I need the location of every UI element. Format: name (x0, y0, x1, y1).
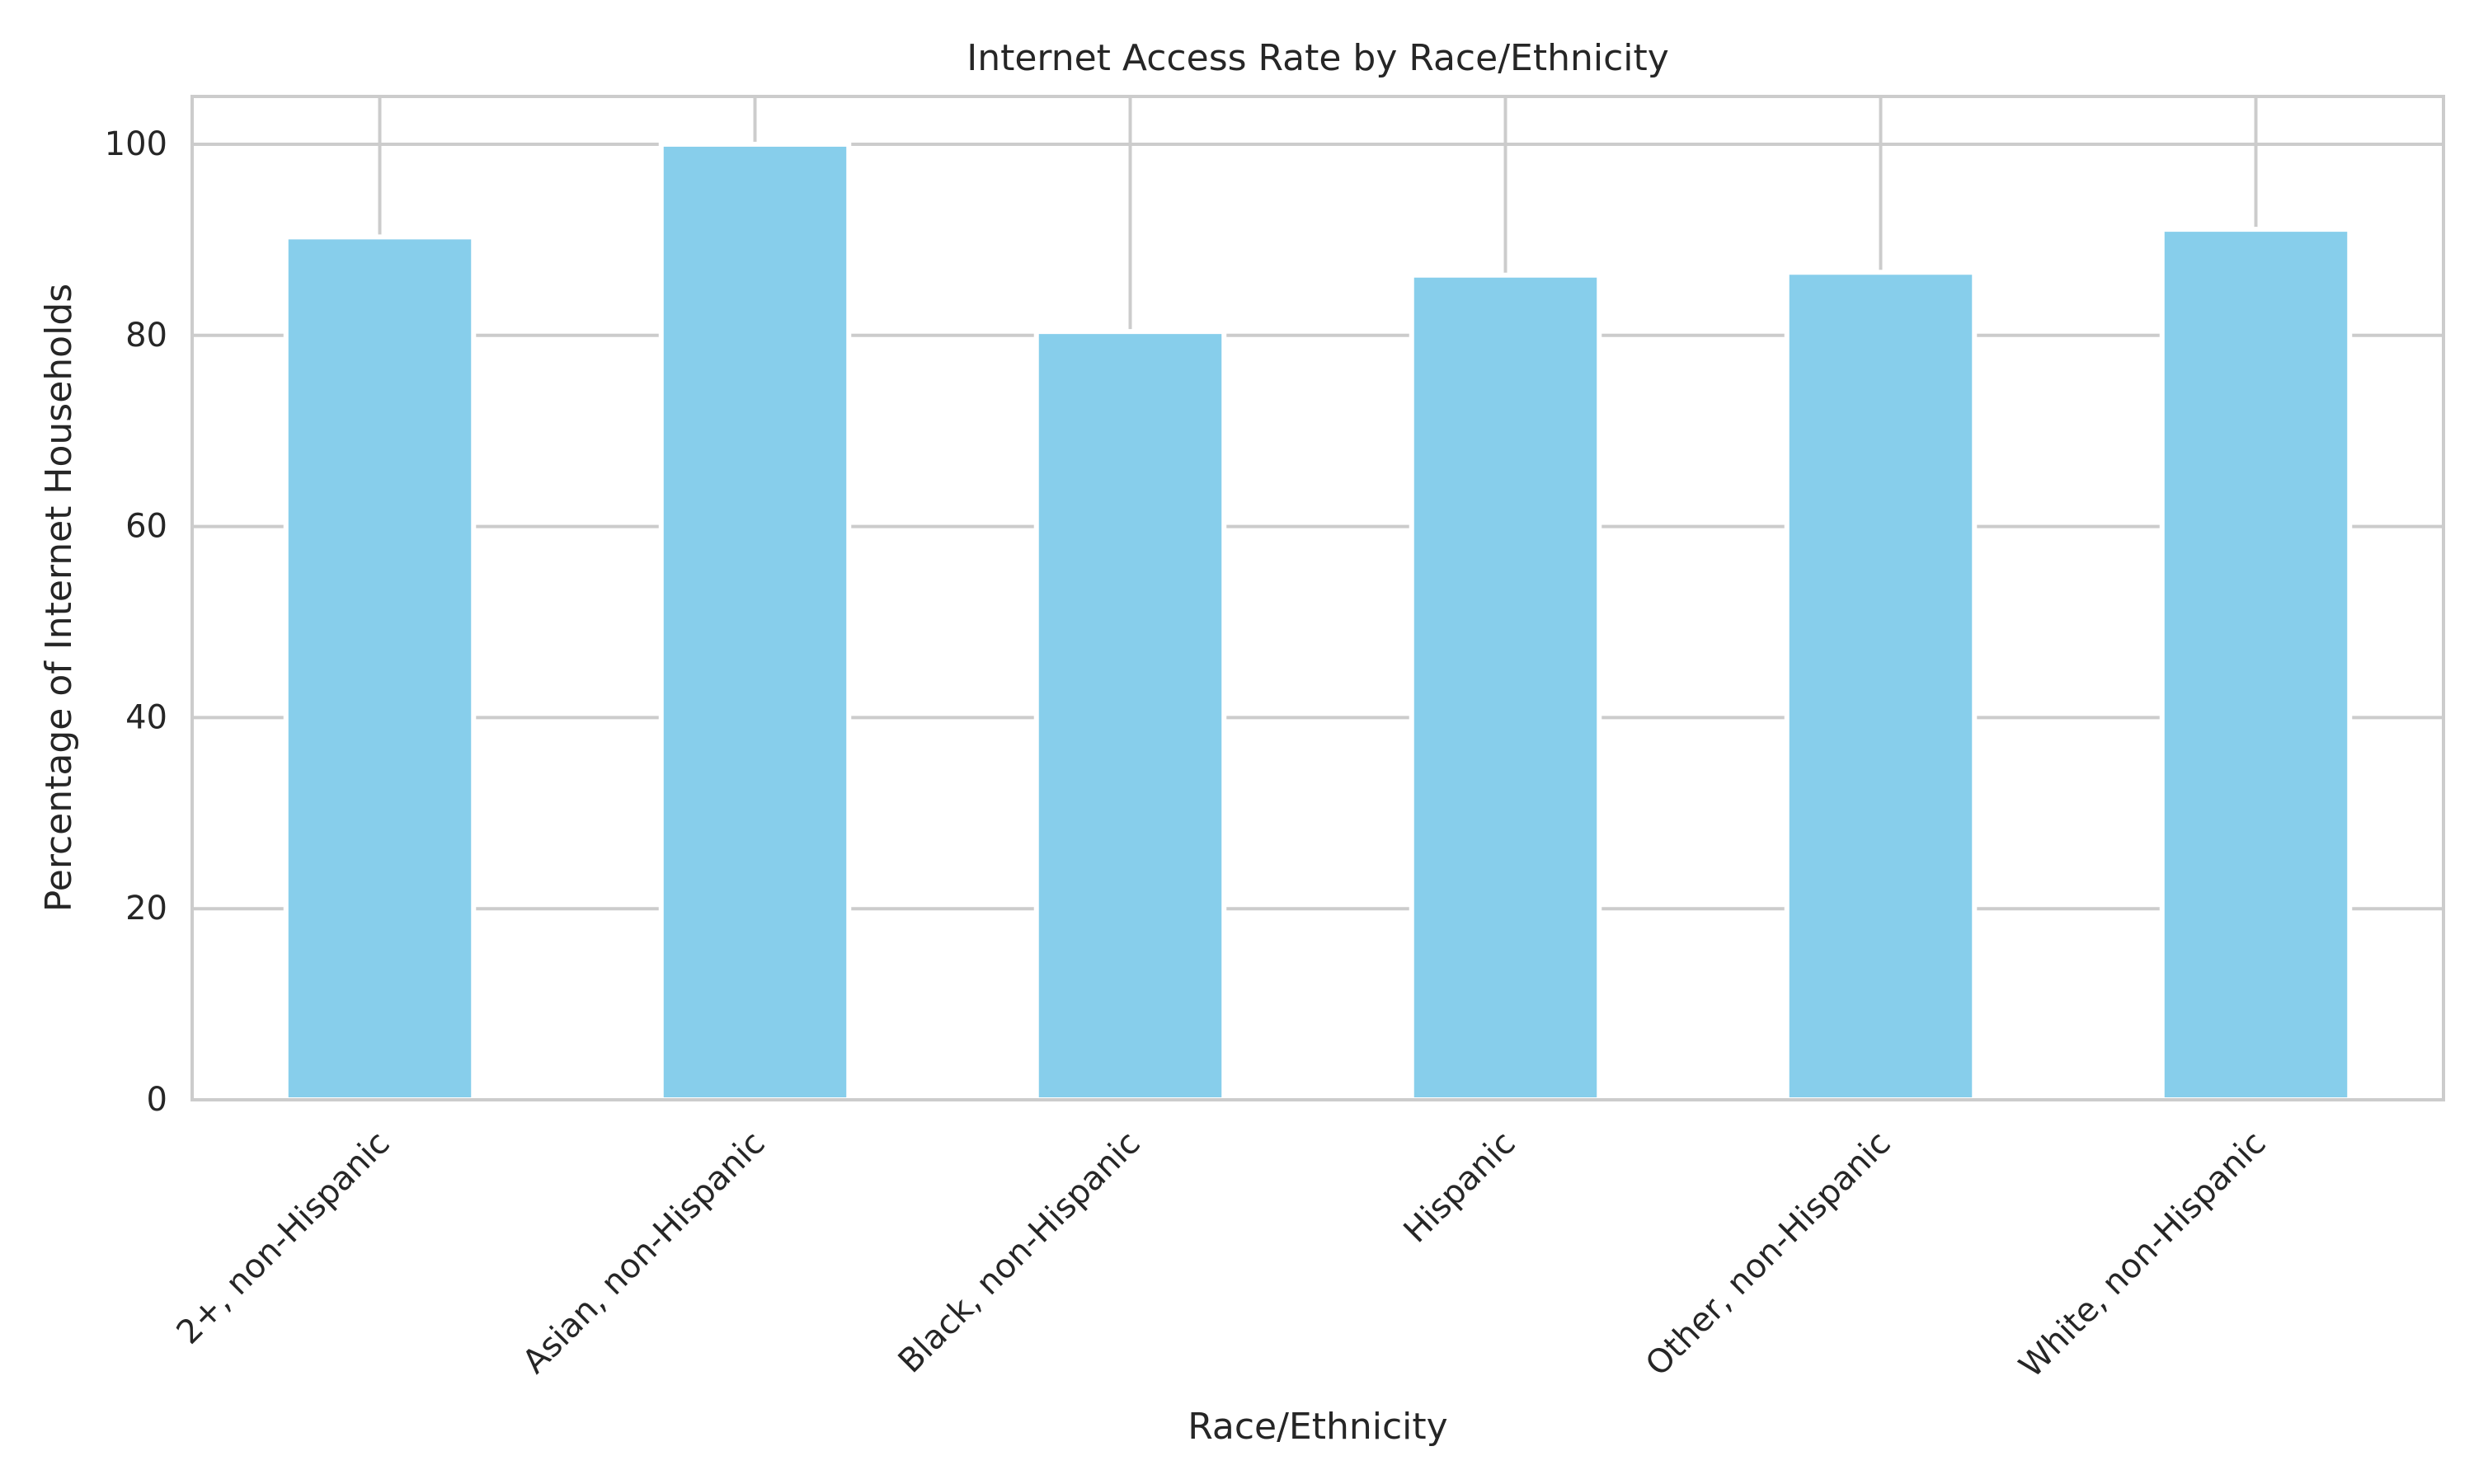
y-tick-label: 20 (125, 890, 167, 928)
x-tick-label: Asian, non-Hispanic (515, 1125, 773, 1382)
y-tick-label: 60 (125, 508, 167, 546)
x-tick-label: 2+, non-Hispanic (170, 1125, 397, 1352)
y-tick-label: 0 (147, 1081, 167, 1119)
y-tick-label: 100 (105, 125, 167, 163)
y-tick-label: 40 (125, 698, 167, 736)
axes-frame (190, 95, 2445, 1101)
y-tick-labels: 0 20 40 60 80 100 (105, 125, 167, 1119)
y-tick-label: 80 (125, 317, 167, 355)
x-tick-label: Black, non-Hispanic (891, 1125, 1148, 1381)
y-axis-label: Percentage of Internet Households (38, 284, 80, 912)
bar (1409, 272, 1602, 1103)
x-axis-label: Race/Ethnicity (1188, 1406, 1447, 1448)
bar (1033, 329, 1227, 1102)
x-tick-label: Other, non-Hispanic (1639, 1125, 1898, 1384)
x-tick-label: Hispanic (1397, 1125, 1523, 1251)
bar-layer (283, 141, 2353, 1103)
x-tick-labels: 2+, non-Hispanic Asian, non-Hispanic Black… (170, 1125, 2274, 1386)
x-tick-label: White, non-Hispanic (2012, 1125, 2274, 1386)
chart-title: Internet Access Rate by Race/Ethnicity (967, 37, 1669, 79)
bar (658, 141, 852, 1102)
bar (283, 234, 477, 1102)
bar (2159, 227, 2353, 1102)
grid-layer (192, 96, 2443, 1101)
bar (1784, 270, 1978, 1102)
